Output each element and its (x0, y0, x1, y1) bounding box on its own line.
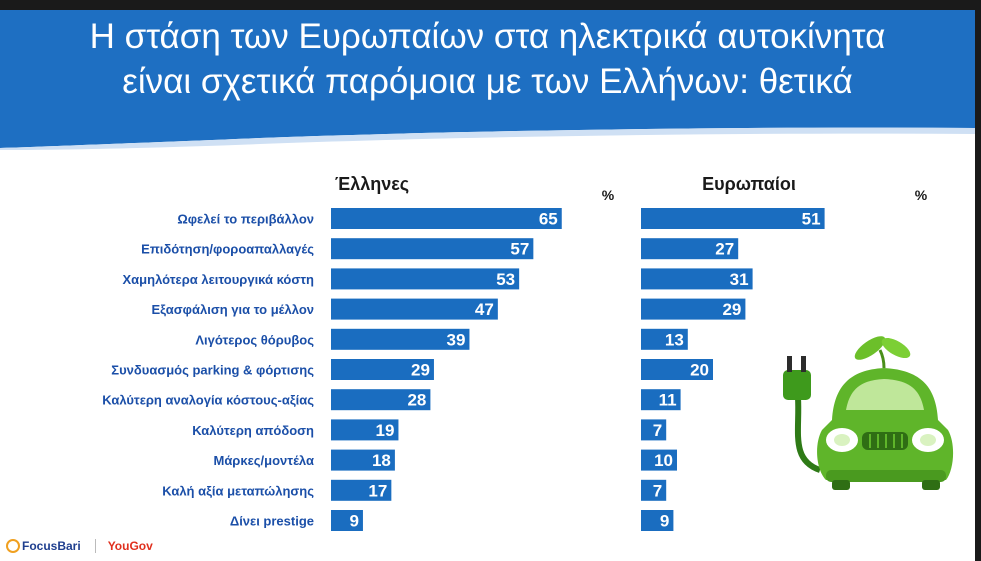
bar-greeks (331, 510, 363, 531)
logos: FocusBari YouGov (6, 536, 153, 556)
category-label: Επιδότηση/φοροαπαλλαγές (141, 242, 314, 257)
page-title: Η στάση των Ευρωπαίων στα ηλεκτρικά αυτο… (0, 14, 975, 104)
title-line-2: είναι σχετικά παρόμοια με των Ελλήνων: θ… (122, 62, 853, 101)
bar-greeks (331, 298, 498, 320)
category-label: Μάρκες/μοντέλα (213, 453, 314, 468)
header-banner (0, 10, 975, 150)
data-label: 29 (411, 361, 430, 380)
title-line-1: Η στάση των Ευρωπαίων στα ηλεκτρικά αυτο… (89, 17, 886, 56)
data-label: 20 (690, 361, 709, 380)
category-label: Δίνει prestige (230, 514, 314, 529)
bar-europeans (641, 419, 667, 441)
bar-greeks (331, 268, 520, 290)
data-label: 53 (496, 270, 515, 289)
category-label: Λιγότερος θόρυβος (195, 332, 314, 347)
focusbari-logo-text: FocusBari (22, 539, 81, 553)
bar-greeks (331, 208, 562, 229)
bar-europeans (641, 298, 746, 320)
unit-label-1: % (915, 187, 928, 203)
bar-europeans (641, 208, 825, 229)
data-label: 18 (372, 451, 391, 470)
bar-europeans (641, 479, 667, 501)
bar-europeans (641, 268, 753, 290)
category-label: Εξασφάλιση για το μέλλον (152, 302, 315, 317)
bar-greeks (331, 449, 395, 471)
bar-greeks (331, 419, 399, 441)
magnifier-icon (6, 539, 20, 553)
data-label: 9 (660, 512, 669, 531)
bar-greeks (331, 238, 534, 260)
data-label: 7 (653, 421, 662, 440)
bar-europeans (641, 510, 674, 531)
series-header-0: Έλληνες (335, 174, 409, 194)
bar-greeks (331, 359, 434, 380)
data-label: 10 (654, 451, 673, 470)
data-label: 7 (653, 481, 662, 500)
category-label: Συνδυασμός parking & φόρτισης (111, 363, 314, 378)
data-label: 9 (349, 512, 358, 531)
data-label: 31 (730, 270, 749, 289)
data-label: 39 (447, 330, 466, 349)
bar-greeks (331, 389, 431, 411)
category-label: Καλύτερη απόδοση (192, 423, 314, 438)
bar-europeans (641, 359, 713, 380)
data-label: 13 (665, 330, 684, 349)
bar-europeans (641, 449, 677, 471)
top-strip (0, 0, 981, 10)
category-label: Καλύτερη αναλογία κόστους-αξίας (102, 393, 314, 408)
electric-car-illustration (783, 336, 954, 490)
data-label: 17 (368, 481, 387, 500)
series-header-1: Ευρωπαίοι (702, 174, 796, 194)
data-label: 27 (715, 240, 734, 259)
bar-europeans (641, 389, 681, 411)
bar-europeans (641, 328, 688, 350)
yougov-logo: YouGov (107, 539, 153, 553)
unit-label-0: % (602, 187, 615, 203)
category-label: Καλή αξία μεταπώλησης (162, 483, 314, 498)
data-label: 65 (539, 210, 558, 229)
data-label: 57 (510, 240, 529, 259)
data-label: 28 (407, 391, 426, 410)
data-label: 11 (659, 391, 677, 410)
logo-divider (94, 539, 96, 553)
bar-greeks (331, 328, 470, 350)
category-label: Χαμηλότερα λειτουργικά κόστη (123, 272, 315, 287)
data-label: 47 (475, 300, 494, 319)
bar-europeans (641, 238, 739, 260)
category-label: Ωφελεί το περιβάλλον (177, 212, 314, 227)
data-label: 29 (722, 300, 741, 319)
data-label: 19 (376, 421, 395, 440)
data-label: 51 (802, 210, 821, 229)
right-strip (975, 0, 981, 561)
bar-greeks (331, 479, 392, 501)
focusbari-logo: FocusBari (6, 539, 81, 553)
